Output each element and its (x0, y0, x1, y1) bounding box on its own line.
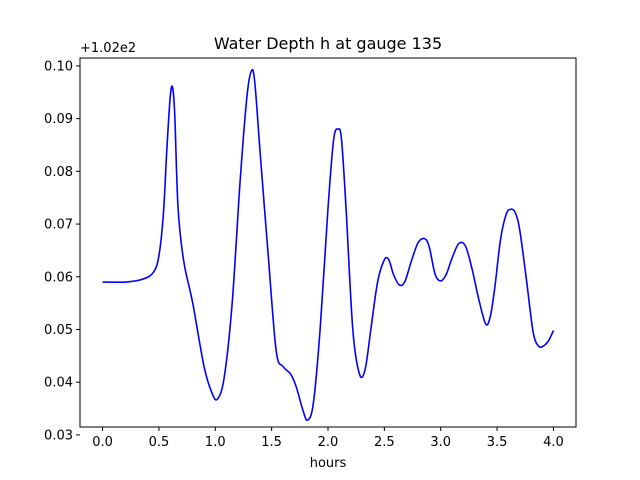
x-tick-label: 1.0 (205, 435, 226, 450)
x-tick-label: 0.5 (149, 435, 170, 450)
y-axis: 0.03 0.04 0.05 0.06 0.07 0.08 0.09 0.10 (44, 59, 80, 443)
y-tick-label: 0.10 (44, 59, 73, 74)
y-tick-label: 0.09 (44, 112, 73, 127)
series-line (102, 68, 555, 422)
x-tick-label: 3.5 (487, 435, 508, 450)
y-tick-label: 0.04 (44, 376, 73, 391)
plot-area (102, 68, 555, 422)
y-tick-label: 0.06 (44, 270, 73, 285)
x-tick-label: 1.5 (261, 435, 282, 450)
axes-frame (79, 57, 577, 428)
x-tick-label: 3.0 (430, 435, 451, 450)
chart-title: Water Depth h at gauge 135 (214, 34, 442, 53)
x-axis: 0.0 0.5 1.0 1.5 2.0 2.5 3.0 3.5 4.0 (92, 427, 564, 450)
y-tick-label: 0.03 (44, 428, 73, 443)
x-tick-label: 2.0 (318, 435, 339, 450)
x-axis-label: hours (310, 456, 347, 471)
y-tick-label: 0.05 (44, 323, 73, 338)
y-tick-label: 0.08 (44, 165, 73, 180)
y-tick-label: 0.07 (44, 218, 73, 233)
y-offset-label: +1.02e2 (80, 41, 136, 56)
x-tick-label: 4.0 (543, 435, 564, 450)
x-tick-label: 0.0 (92, 435, 113, 450)
x-tick-label: 2.5 (374, 435, 395, 450)
